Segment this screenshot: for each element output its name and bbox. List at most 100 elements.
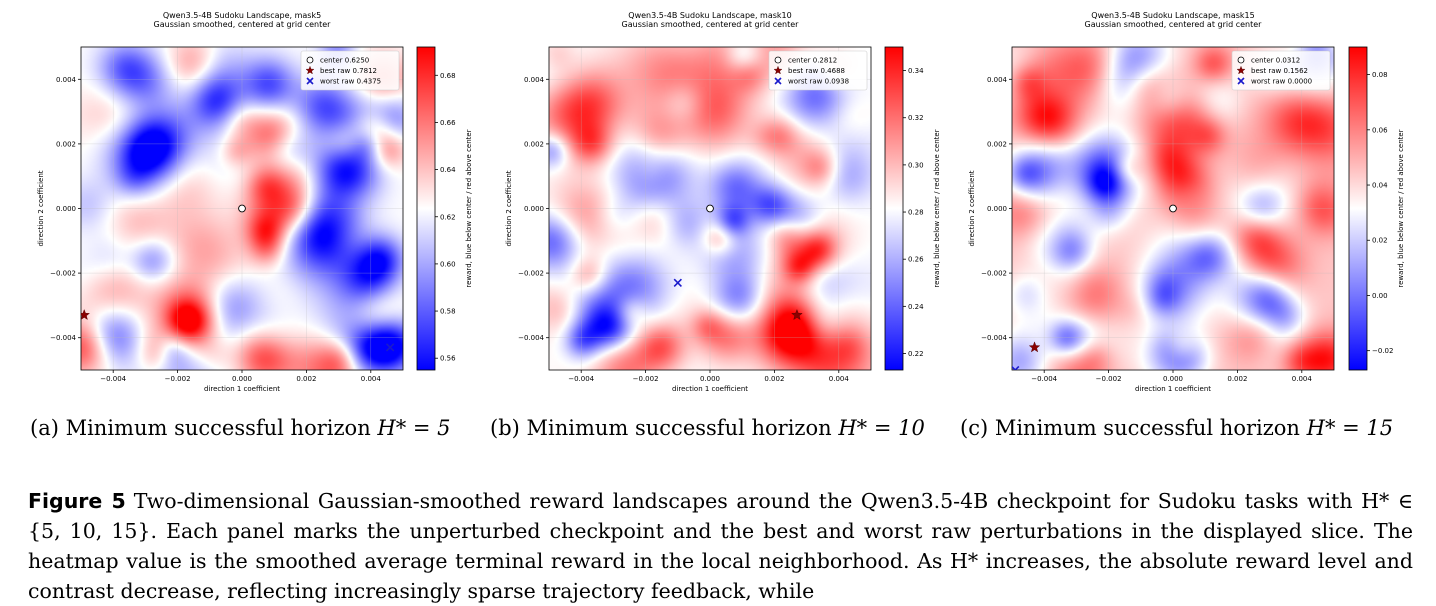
- worst-x-stroke: [385, 343, 395, 352]
- subcaption-b-math: H* = 10: [838, 416, 925, 440]
- x-tick-label: 0.002: [296, 375, 316, 383]
- y-tick-label: −0.004: [981, 334, 1007, 342]
- figure-caption: Figure 5 Two-dimensional Gaussian-smoothe…: [28, 486, 1413, 606]
- center-marker: [238, 204, 246, 213]
- panel-subtitle: Gaussian smoothed, centered at grid cent…: [154, 20, 332, 29]
- panel-3: Qwen3.5-4B Sudoku Landscape, mask15Gauss…: [968, 11, 1405, 393]
- marker-layer: [1012, 341, 1041, 370]
- worst-x-stroke: [1237, 77, 1245, 85]
- panel-subtitle: Gaussian smoothed, centered at grid cent…: [622, 20, 800, 29]
- x-axis-label: direction 1 coefficient: [1135, 385, 1211, 393]
- legend-box: [300, 50, 400, 91]
- y-tick-label: −0.002: [518, 270, 544, 278]
- x-tick-label: −0.004: [1031, 375, 1057, 383]
- x-tick-label: 0.000: [232, 375, 252, 383]
- legend: center 0.2812 best raw 0.4688 worst raw 0.…: [768, 50, 868, 91]
- legend-star-icon: [305, 65, 315, 75]
- legend-label: worst raw 0.4375: [320, 78, 381, 86]
- legend-label: worst raw 0.0000: [1251, 78, 1312, 86]
- colorbar-tick-label: 0.30: [908, 161, 924, 169]
- legend-label: center 0.6250: [320, 57, 369, 65]
- center-marker: [1169, 204, 1177, 213]
- legend-box: [1231, 50, 1331, 91]
- y-tick-label: 0.000: [987, 205, 1007, 213]
- x-tick-label: 0.000: [700, 375, 720, 383]
- colorbar: [1348, 46, 1368, 371]
- colorbar-tick-label: 0.00: [1372, 292, 1388, 300]
- worst-marker: [1012, 365, 1020, 370]
- y-tick-label: 0.004: [56, 76, 77, 84]
- legend-star-icon: [773, 65, 783, 75]
- x-tick-label: 0.002: [764, 375, 784, 383]
- y-axis-label: direction 2 coefficient: [37, 170, 45, 246]
- figure-label: Figure 5: [28, 489, 126, 513]
- legend-label: center 0.0312: [1251, 57, 1300, 65]
- legend-box: [768, 50, 868, 91]
- y-tick-label: −0.004: [518, 334, 544, 342]
- x-tick-label: 0.004: [361, 375, 382, 383]
- colorbar-tick-label: 0.08: [1372, 71, 1388, 79]
- figure-panels: Qwen3.5-4B Sudoku Landscape, mask5Gaussi…: [37, 11, 1405, 393]
- colorbar-tick-label: 0.56: [440, 355, 456, 363]
- legend-label: best raw 0.7812: [320, 67, 377, 75]
- y-tick-label: −0.004: [50, 334, 76, 342]
- colorbar-tick-label: 0.22: [908, 350, 924, 358]
- colorbar-tick-label: 0.68: [440, 72, 456, 80]
- y-tick-label: 0.004: [987, 76, 1008, 84]
- worst-x-stroke: [673, 278, 682, 287]
- legend-x-icon: [774, 77, 782, 85]
- y-tick-label: −0.002: [981, 270, 1007, 278]
- subcaption-a-math: H* = 5: [377, 416, 451, 440]
- colorbar-tick-label: 0.28: [908, 209, 924, 217]
- colorbar: [884, 46, 904, 371]
- colorbar-label: reward, blue below center / red above ce…: [465, 129, 473, 287]
- subcaption-b: (b) Minimum successful horizon H* = 10: [490, 416, 925, 440]
- y-tick-label: −0.002: [50, 270, 76, 278]
- panel-2: Qwen3.5-4B Sudoku Landscape, mask10Gauss…: [505, 11, 941, 393]
- y-tick-label: 0.000: [524, 205, 544, 213]
- x-tick-label: −0.002: [165, 375, 191, 383]
- marker-layer: [81, 309, 395, 352]
- x-tick-label: −0.002: [633, 375, 659, 383]
- x-axis-label: direction 1 coefficient: [672, 385, 748, 393]
- x-tick-label: 0.004: [829, 375, 850, 383]
- x-tick-label: −0.002: [1096, 375, 1122, 383]
- panel-subtitle: Gaussian smoothed, centered at grid cent…: [1085, 20, 1263, 29]
- worst-x-stroke: [1014, 365, 1020, 370]
- colorbar-label: reward, blue below center / red above ce…: [933, 129, 941, 287]
- colorbar-tick-label: 0.04: [1372, 182, 1388, 190]
- colorbar-tick-label: 0.02: [1372, 237, 1388, 245]
- legend-label: worst raw 0.0938: [788, 78, 849, 86]
- panel-title: Qwen3.5-4B Sudoku Landscape, mask10: [628, 11, 791, 20]
- worst-marker: [385, 343, 395, 352]
- legend-circle-icon: [774, 56, 782, 64]
- subcaption-c-math: H* = 15: [1306, 416, 1394, 440]
- legend-x-icon: [306, 77, 314, 85]
- legend-label: best raw 0.1562: [1251, 67, 1308, 75]
- y-axis-label: direction 2 coefficient: [968, 170, 976, 246]
- figure-caption-text: Two-dimensional Gaussian-smoothed reward…: [28, 489, 1413, 603]
- y-tick-label: 0.002: [56, 140, 76, 148]
- x-tick-label: −0.004: [100, 375, 126, 383]
- colorbar-tick-label: −0.02: [1372, 347, 1393, 355]
- x-tick-label: 0.002: [1227, 375, 1247, 383]
- worst-x-stroke: [774, 77, 782, 85]
- colorbar-tick-label: 0.60: [440, 260, 456, 268]
- subcaption-c-prefix: (c) Minimum successful horizon: [960, 416, 1307, 440]
- panel-1: Qwen3.5-4B Sudoku Landscape, mask5Gaussi…: [37, 11, 473, 393]
- colorbar-label: reward, blue below center / red above ce…: [1397, 129, 1405, 287]
- worst-marker: [673, 278, 682, 287]
- colorbar-tick-label: 0.24: [908, 303, 924, 311]
- worst-x-stroke: [1012, 365, 1017, 370]
- legend-star-icon: [1236, 65, 1246, 75]
- x-tick-label: 0.004: [1292, 375, 1313, 383]
- subcaption-b-prefix: (b) Minimum successful horizon: [490, 416, 839, 440]
- center-marker: [706, 204, 714, 213]
- subcaption-a: (a) Minimum successful horizon H* = 5: [30, 416, 451, 440]
- colorbar-tick-label: 0.62: [440, 213, 456, 221]
- x-tick-label: −0.004: [568, 375, 594, 383]
- x-tick-label: 0.000: [1163, 375, 1183, 383]
- best-marker: [791, 309, 803, 321]
- panel-title: Qwen3.5-4B Sudoku Landscape, mask5: [163, 11, 321, 20]
- colorbar-tick-label: 0.66: [440, 119, 456, 127]
